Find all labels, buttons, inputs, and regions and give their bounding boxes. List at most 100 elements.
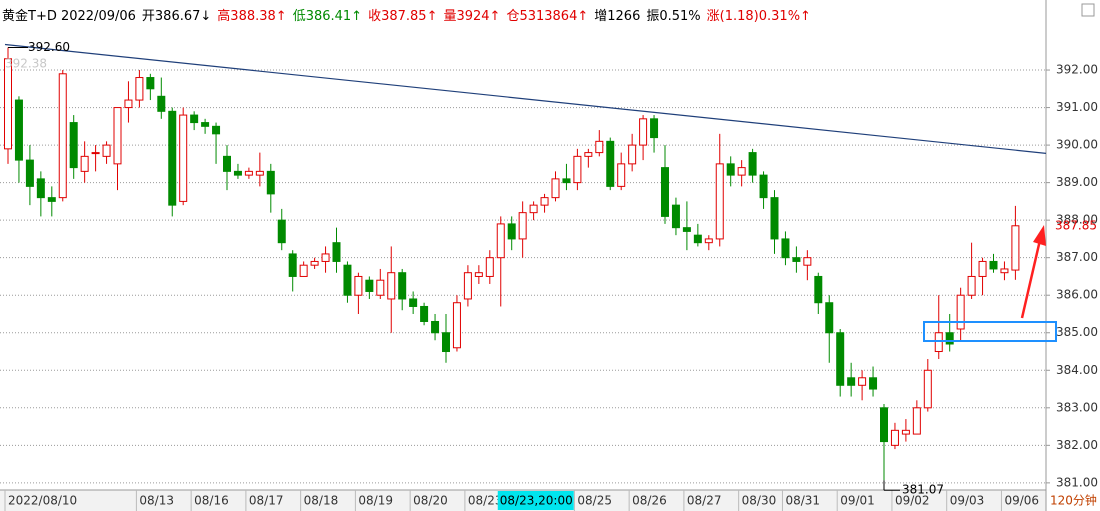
candle-body: [584, 152, 593, 157]
candle-body: [792, 257, 801, 262]
candle-body: [934, 332, 943, 353]
header-item: 振0.51%: [646, 9, 701, 24]
candle-body: [255, 170, 264, 176]
candle-body: [901, 429, 910, 435]
y-tick-label: 389.00: [1056, 175, 1098, 189]
y-tick-label: 391.00: [1056, 100, 1098, 114]
candle-body: [1011, 225, 1020, 271]
candle-body: [759, 174, 768, 199]
y-tick-label: 381.00: [1056, 475, 1098, 489]
y-tick-label: 383.00: [1056, 400, 1098, 414]
candle-body: [365, 279, 374, 292]
cursor-label: 08/23,20:00: [500, 494, 573, 508]
candle-body: [321, 253, 330, 262]
min-label: 381.07: [902, 483, 944, 497]
header-item: 低386.41↑: [292, 9, 363, 24]
candle-body: [431, 320, 440, 334]
candle-body: [562, 178, 571, 184]
highlight-box: [923, 321, 1057, 342]
candle-body: [4, 58, 12, 150]
candle-body: [47, 197, 56, 202]
candle-body: [179, 114, 188, 202]
candle-body: [770, 197, 779, 240]
trendline: [4, 43, 1047, 154]
candle-body: [912, 407, 921, 435]
candle-body: [14, 99, 23, 161]
candle-body: [310, 260, 319, 266]
candle-body: [1000, 268, 1009, 274]
candle-body: [442, 332, 450, 353]
candle-body: [485, 257, 494, 277]
x-tick-label: 09/01: [840, 494, 875, 508]
x-tick-label: 08/25: [577, 494, 612, 508]
candle-body: [157, 95, 166, 112]
candle-body: [890, 429, 899, 446]
x-tick-label: 08/23: [468, 494, 503, 508]
candle-body: [869, 377, 878, 390]
candle-body: [529, 204, 538, 214]
candle-body: [168, 110, 177, 206]
x-tick-label: 09/06: [1004, 494, 1039, 508]
candle-body: [825, 302, 834, 334]
header-item: 高388.38↑: [217, 9, 287, 24]
x-tick-label: 09/02: [895, 494, 930, 508]
candle-body: [332, 242, 341, 262]
cursor-label-bg: [497, 491, 574, 510]
candle-body: [69, 122, 78, 169]
candle-body: [978, 260, 987, 277]
candle-body: [847, 377, 856, 386]
x-tick-label: 08/20: [413, 494, 448, 508]
y-tick-label: 392.00: [1056, 63, 1098, 77]
arrow-head: [1033, 225, 1046, 246]
x-tick-label: 08/17: [249, 494, 284, 508]
candle-body: [836, 332, 845, 386]
candle-body: [956, 294, 965, 330]
candle-body: [880, 407, 888, 443]
candle-body: [91, 152, 100, 155]
plot: 381.00 382.00 383.00 384.00 385.00 386.00 387.…: [0, 40, 1098, 511]
candle-body: [639, 118, 648, 146]
candle-body: [113, 107, 122, 165]
x-tick-label: 08/18: [304, 494, 339, 508]
candle-body: [58, 73, 67, 199]
candle-body: [803, 257, 812, 266]
candle-body: [420, 305, 429, 322]
x-tick-label: 08/19: [358, 494, 393, 508]
candle-body: [36, 178, 45, 199]
candle-body: [474, 272, 483, 277]
header-item: 开386.67↓: [141, 9, 212, 24]
candle-body: [387, 272, 396, 300]
candle-body: [781, 238, 790, 259]
x-tick-label: 2022/08/10: [8, 494, 77, 508]
candle-body: [989, 260, 998, 270]
candle-body: [244, 170, 253, 176]
candle-body: [661, 167, 669, 217]
candle-body: [628, 144, 637, 165]
candle-body: [595, 140, 604, 154]
candle-body: [135, 77, 144, 101]
candle-body: [945, 332, 954, 345]
x-tick-label: 08/30: [742, 494, 777, 508]
candle-body: [682, 227, 691, 232]
candle-body: [704, 238, 713, 244]
candle-body: [102, 144, 111, 157]
candle-body: [201, 122, 210, 127]
candle-body: [671, 204, 680, 229]
candle-body: [223, 155, 231, 172]
arrow-shaft: [1020, 239, 1042, 319]
header-item: 增1266: [594, 9, 641, 24]
crosshair-value: 392.38: [5, 56, 47, 70]
x-tick-label: 08/27: [687, 494, 722, 508]
candle-body: [650, 118, 659, 139]
candle-body: [573, 155, 582, 184]
candle-body: [376, 279, 385, 296]
header-item: 收387.85↑: [368, 9, 438, 24]
candle-body: [452, 302, 461, 349]
header-item: 仓5313864↑: [506, 9, 589, 24]
settings-icon[interactable]: [1081, 3, 1095, 17]
candle-body: [737, 167, 746, 176]
candle-body: [967, 275, 976, 296]
